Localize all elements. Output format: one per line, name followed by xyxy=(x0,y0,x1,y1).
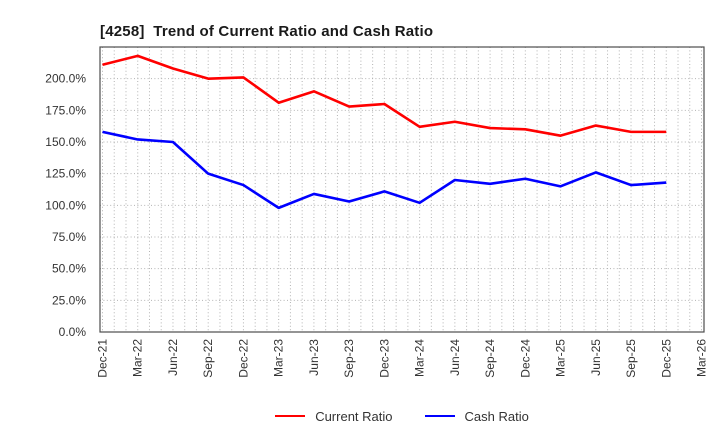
y-tick-label: 50.0% xyxy=(52,262,86,276)
gridlines xyxy=(100,47,704,332)
x-tick-label: Mar-25 xyxy=(554,339,568,377)
x-tick-label: Dec-23 xyxy=(377,339,391,378)
x-tick-label: Mar-22 xyxy=(131,339,145,377)
x-tick-label: Sep-25 xyxy=(624,339,638,378)
x-tick-label: Mar-23 xyxy=(272,339,286,377)
current-ratio-line xyxy=(102,54,667,137)
y-tick-label: 150.0% xyxy=(45,135,86,149)
legend-label-cash-ratio: Cash Ratio xyxy=(464,408,529,424)
x-tick-label: Sep-24 xyxy=(483,339,497,378)
legend-swatch-cash-ratio xyxy=(424,414,455,418)
legend: Current Ratio Cash Ratio xyxy=(100,404,704,428)
x-tick-label: Sep-23 xyxy=(342,339,356,378)
plot-area: 0.0% 25.0% 50.0% 75.0% 100.0% 125.0% 150.0% 175… xyxy=(45,46,709,378)
plot-frame xyxy=(99,46,705,333)
x-tick-label: Jun-25 xyxy=(589,339,603,376)
y-axis-labels: 0.0% 25.0% 50.0% 75.0% 100.0% 125.0% 150.0% 175… xyxy=(45,72,86,339)
y-tick-label: 125.0% xyxy=(45,167,86,181)
x-tick-label: Dec-25 xyxy=(659,339,673,378)
x-tick-label: Mar-24 xyxy=(413,339,427,377)
y-tick-label: 175.0% xyxy=(45,103,86,117)
x-tick-label: Dec-24 xyxy=(518,339,532,378)
y-tick-label: 100.0% xyxy=(45,198,86,212)
x-tick-label: Dec-22 xyxy=(236,339,250,378)
x-axis-labels: Dec-21 Mar-22 Jun-22 Sep-22 Dec-22 Mar-23 Jun-… xyxy=(96,339,709,378)
legend-swatch-current-ratio xyxy=(275,414,306,418)
y-tick-label: 0.0% xyxy=(59,325,87,339)
legend-item-cash-ratio: Cash Ratio xyxy=(424,408,529,424)
x-tick-label: Dec-21 xyxy=(96,339,110,378)
x-tick-label: Jun-22 xyxy=(166,339,180,376)
legend-item-current-ratio: Current Ratio xyxy=(275,408,393,424)
x-tick-label: Jun-23 xyxy=(307,339,321,376)
legend-label-current-ratio: Current Ratio xyxy=(315,408,393,424)
chart-title: [4258] Trend of Current Ratio and Cash R… xyxy=(100,23,434,40)
y-tick-label: 25.0% xyxy=(52,293,86,307)
x-tick-label: Mar-26 xyxy=(695,339,709,377)
x-tick-label: Jun-24 xyxy=(448,339,462,376)
x-tick-label: Sep-22 xyxy=(201,339,215,378)
y-tick-label: 200.0% xyxy=(45,72,86,86)
cash-ratio-line xyxy=(102,130,667,210)
y-tick-label: 75.0% xyxy=(52,230,86,244)
